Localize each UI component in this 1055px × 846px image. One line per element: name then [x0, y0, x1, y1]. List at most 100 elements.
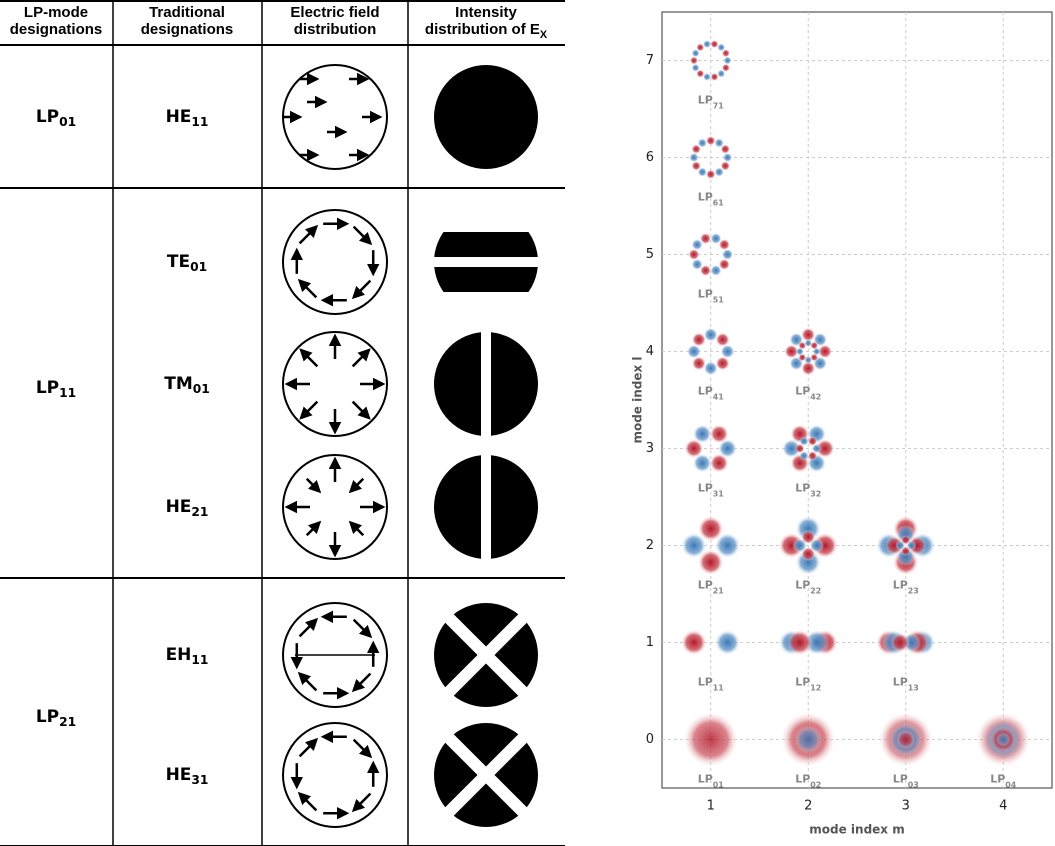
mode-lobe [688, 248, 700, 261]
field-circle [282, 602, 388, 708]
mode-lobe [896, 524, 916, 544]
mode-pattern [784, 327, 833, 376]
mode-designation: HE31 [166, 765, 209, 787]
mode-pattern [778, 515, 839, 576]
mode-pattern [778, 629, 839, 656]
mode-lobe [718, 238, 731, 251]
mode-lobe [721, 49, 731, 58]
mode-lobe [715, 356, 730, 371]
field-circle [282, 331, 388, 437]
mode-pattern [689, 39, 732, 82]
mode-pattern [689, 135, 733, 180]
mode-lobe [781, 438, 802, 459]
intensity-gap [481, 324, 491, 444]
field-arrow [298, 737, 319, 758]
mode-ring [996, 732, 1011, 747]
intensity-gap [481, 447, 491, 567]
mode-lobe [720, 161, 731, 171]
mode-pattern [875, 629, 936, 656]
mode-label-sub: 01 [713, 780, 724, 789]
mode-lobe [710, 72, 719, 82]
mode-lobe [717, 43, 726, 52]
mode-label: LP21 [698, 579, 724, 596]
mode-designation-sub: 31 [191, 773, 208, 787]
header-text: Intensity [455, 4, 517, 21]
mode-designation-main: TM [164, 374, 193, 394]
mode-pattern [975, 711, 1032, 768]
header-text-main: designations [10, 21, 103, 38]
mode-lobe [703, 361, 719, 376]
lp-designation-sub: 11 [59, 386, 76, 400]
mode-lobe [714, 138, 724, 148]
mode-lobe [696, 43, 705, 52]
mode-lobe [717, 438, 738, 459]
mode-lobe [697, 549, 724, 576]
mode-pattern [781, 424, 835, 473]
mode-label: LP41 [698, 385, 724, 402]
mode-pattern [780, 711, 837, 768]
mode-label-sub: 51 [713, 295, 724, 304]
mode-pattern [680, 515, 741, 576]
intensity-gap [426, 257, 546, 267]
mode-lobe [680, 629, 707, 656]
mode-lobe [721, 248, 734, 261]
intensity-gap [439, 608, 533, 702]
mode-lobe [807, 450, 818, 461]
header-text-main: LP-mode [24, 4, 88, 21]
mode-label-sub: 61 [713, 198, 724, 207]
mode-lobe [714, 629, 741, 656]
mode-pattern [680, 629, 741, 656]
mode-lobe [718, 258, 731, 271]
mode-lobe [696, 69, 705, 78]
mode-lobe [890, 632, 910, 653]
field-arrow [305, 520, 322, 537]
mode-label-sub: 03 [908, 780, 919, 789]
mode-designation-main: HE [166, 107, 192, 127]
mode-lobe [723, 56, 732, 65]
mode-label-main: LP [698, 579, 713, 592]
mode-lobe [697, 515, 724, 542]
mode-label-main: LP [698, 385, 713, 398]
mode-label-sub: 21 [713, 586, 724, 595]
header-text-main: Traditional [149, 4, 225, 21]
mode-designation: TE01 [167, 252, 207, 274]
field-circle [282, 454, 388, 560]
header-text-sub: X [540, 29, 548, 41]
mode-designation-sub: 21 [191, 505, 208, 519]
mode-lobe [697, 138, 708, 148]
mode-label: LP51 [698, 288, 724, 305]
mode-designation-main: HE [166, 497, 192, 517]
mode-lobe [680, 532, 707, 559]
lp-designation-main: LP [36, 707, 59, 727]
mode-label: LP12 [795, 676, 821, 693]
lp-designation: LP01 [36, 107, 76, 129]
mode-ring [794, 725, 823, 754]
mode-lobe [697, 167, 708, 177]
mode-lobe [717, 69, 726, 78]
mode-lobe [800, 529, 816, 545]
lp-designation: LP11 [36, 378, 76, 400]
mode-lobe [689, 152, 699, 163]
mode-label-main: LP [795, 385, 810, 398]
field-arrow [298, 224, 319, 245]
mode-label-sub: 41 [713, 392, 724, 401]
field-arrow [297, 278, 318, 299]
mode-label-main: LP [893, 773, 908, 786]
mode-designation-main: EH [166, 645, 192, 665]
mode-lobe [811, 443, 822, 454]
mode-designation-sub: 01 [193, 382, 210, 396]
mode-pattern [684, 424, 738, 473]
y-tick-label: 1 [646, 635, 654, 650]
header-text-main: designations [141, 21, 234, 38]
mode-label: LP31 [698, 482, 724, 499]
header-text: designations [10, 21, 103, 38]
mode-label: LP23 [893, 579, 919, 596]
lp-designation-main: LP [36, 107, 59, 127]
mode-label: LP11 [698, 676, 724, 693]
mode-lobe [703, 327, 719, 342]
field-arrow [351, 279, 372, 300]
mode-lobe [692, 424, 713, 444]
mode-lobe [691, 356, 707, 371]
plot-area [661, 11, 1053, 789]
mode-label-main: LP [698, 676, 713, 689]
